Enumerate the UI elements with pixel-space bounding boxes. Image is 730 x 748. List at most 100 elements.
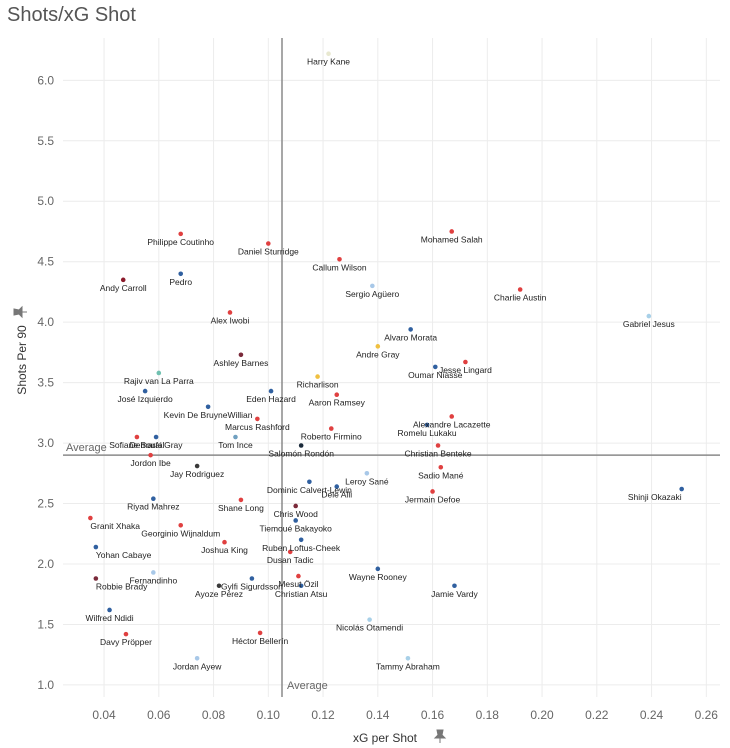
point-label: Robbie Brady [96,582,148,592]
data-point[interactable] [268,388,274,394]
data-point[interactable] [326,51,331,57]
data-point[interactable] [452,583,457,589]
data-point[interactable] [433,364,438,370]
point-label: Eden Hazard [246,394,296,404]
data-point[interactable] [88,515,93,521]
data-point[interactable] [517,287,523,292]
x-tick-label-0: 0.04 [92,708,116,722]
point-label: Mesut Özil [278,579,318,589]
data-point[interactable] [233,434,238,440]
data-point[interactable] [257,630,263,636]
data-point[interactable] [216,583,222,589]
data-point[interactable] [120,277,126,283]
data-point[interactable] [430,489,435,494]
x-tick-label-10: 0.24 [640,708,664,722]
data-point[interactable] [449,229,455,234]
data-point[interactable] [298,583,304,589]
data-point[interactable] [375,566,381,572]
data-point[interactable] [123,631,129,637]
data-point[interactable] [238,497,244,503]
data-point[interactable] [334,484,340,489]
point-label: Callum Wilson [312,262,367,272]
point-label: Marcus Rashford [225,422,290,432]
data-point[interactable] [435,443,441,448]
point-label: Dele Alli [321,490,352,500]
data-point[interactable] [227,310,233,315]
data-point[interactable] [148,452,153,458]
data-point[interactable] [646,313,652,319]
point-label: Tammy Abraham [376,661,440,671]
data-point[interactable] [151,570,156,575]
data-point[interactable] [293,503,298,509]
point-label: Pedro [169,277,192,287]
point-label: Georginio Wijnaldum [141,528,220,538]
data-point[interactable] [405,656,411,661]
point-label: Nicolás Otamendi [336,623,403,633]
x-axis-pin-icon[interactable] [433,729,447,743]
x-tick-label-4: 0.12 [311,708,335,722]
data-point[interactable] [153,434,159,440]
y-tick-label-6: 4.0 [37,315,54,329]
point-label: Yohan Cabaye [96,550,152,560]
data-point[interactable] [367,617,372,622]
point-label: Granit Xhaka [90,521,140,531]
data-point[interactable] [194,656,200,661]
data-point[interactable] [205,404,211,410]
data-point[interactable] [107,607,112,613]
data-point[interactable] [255,416,260,422]
data-point[interactable] [178,271,184,277]
data-point[interactable] [296,573,301,579]
data-point[interactable] [222,539,227,545]
point-label: Richarlison [297,380,339,390]
data-point[interactable] [293,518,298,523]
data-point[interactable] [424,422,430,428]
data-point[interactable] [438,464,444,470]
data-point[interactable] [375,344,381,349]
point-label: Roberto Firmino [301,432,362,442]
y-axis-pin-icon[interactable] [13,305,27,319]
point-label: Salomón Rondón [268,448,334,458]
data-point[interactable] [328,426,334,431]
data-point[interactable] [463,359,468,365]
x-tick-label-7: 0.18 [476,708,500,722]
data-point[interactable] [298,443,304,448]
point-label: Aaron Ramsey [309,398,366,408]
point-labels: Harry Kane Mohamed Salah Philippe Coutinho… [85,57,681,672]
data-point[interactable] [93,544,99,550]
data-point[interactable] [178,231,184,237]
data-point[interactable] [142,388,148,394]
data-point[interactable] [238,352,244,358]
data-point[interactable] [334,392,340,398]
point-label: Alexandre Lacazette [413,419,491,429]
data-point[interactable] [449,414,455,419]
data-point[interactable] [194,463,200,469]
data-point[interactable] [93,576,99,581]
x-tick-label-8: 0.20 [530,708,554,722]
data-point[interactable] [134,434,140,440]
data-point[interactable] [370,283,375,289]
data-point[interactable] [249,576,255,581]
point-label: Jordon Ibe [131,458,171,468]
data-point[interactable] [298,537,304,543]
data-point[interactable] [178,522,184,528]
point-label: Jordan Ayew [173,661,222,671]
point-label: Sadio Mané [418,470,464,480]
data-point[interactable] [151,496,156,501]
data-point[interactable] [287,549,293,555]
data-point[interactable] [156,370,162,376]
gridlines [63,38,720,697]
data-point[interactable] [364,471,370,476]
data-point[interactable] [408,327,413,332]
data-point[interactable] [315,374,320,379]
y-tick-label-4: 3.0 [37,436,54,450]
data-point[interactable] [679,486,684,492]
data-point[interactable] [307,479,312,485]
data-point[interactable] [266,241,271,246]
y-tick-label-0: 1.0 [37,678,54,692]
point-label: Gabriel Jesus [623,319,675,329]
x-tick-label-11: 0.26 [695,708,719,722]
data-point[interactable] [337,256,342,262]
point-label: Alex Iwobi [211,315,250,325]
point-label: Leroy Sané [345,476,389,486]
chart-title: Shots/xG Shot [7,4,136,26]
